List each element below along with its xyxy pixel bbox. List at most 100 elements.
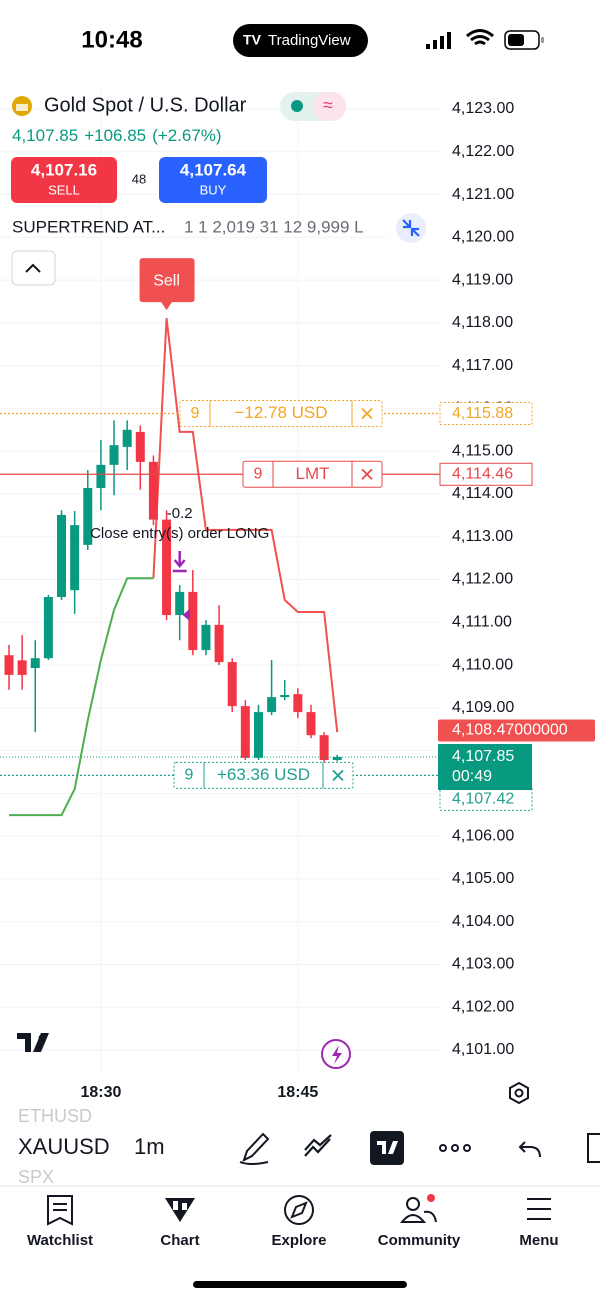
y-tick-label: 4,123.00: [452, 100, 514, 117]
order-close[interactable]: [332, 769, 344, 782]
tab-label[interactable]: Menu: [519, 1232, 558, 1249]
x-tick-label: 18:30: [80, 1084, 121, 1101]
battery-icon: [504, 30, 540, 50]
y-tick-label: 4,112.00: [452, 571, 513, 588]
explore-needle: [290, 1201, 308, 1219]
annotation: -0.2: [167, 505, 193, 522]
more-button[interactable]: [439, 1144, 471, 1152]
settings-button[interactable]: [509, 1081, 529, 1105]
y-tick-label: 4,119.00: [452, 271, 513, 288]
undo-button[interactable]: [518, 1141, 541, 1158]
order-close[interactable]: [361, 407, 373, 420]
price-tag: [439, 462, 533, 486]
indicator-params: 1 1 2,019 31 12 9,999 L: [184, 217, 364, 236]
price-tag-label: 4,107.42: [452, 791, 514, 808]
tab-label[interactable]: Explore: [271, 1232, 326, 1249]
supertrend-line: [9, 577, 154, 817]
y-tick-label: 4,122.00: [452, 143, 514, 160]
indicator-name[interactable]: SUPERTREND AT...: [12, 217, 165, 236]
y-tick-label: 4,101.00: [452, 1041, 514, 1058]
y-tick-label: 4,106.00: [452, 827, 514, 844]
current-symbol[interactable]: XAUUSD: [18, 1134, 110, 1159]
supertrend-flip: [152, 318, 168, 579]
tab-label[interactable]: Community: [378, 1232, 461, 1249]
tv-button[interactable]: [370, 1131, 404, 1165]
y-tick-label: 4,102.00: [452, 998, 514, 1015]
candle-body: [30, 658, 40, 669]
indicator-icon: [402, 219, 420, 237]
supertrend-line: [165, 318, 339, 733]
candle-body: [240, 706, 250, 758]
y-tick-label: 4,115.00: [452, 442, 513, 459]
battery-tip: [541, 37, 544, 43]
candle-body: [175, 591, 185, 616]
order-box: [242, 460, 383, 488]
candle-body: [306, 712, 316, 736]
y-tick-label: 4,109.00: [452, 699, 514, 716]
buy-button[interactable]: [159, 157, 267, 203]
candle-body: [253, 712, 263, 758]
clock: 10:48: [81, 26, 142, 53]
order-box: [179, 400, 383, 428]
collapse-button[interactable]: [11, 250, 56, 286]
symbol-icon-bar: [16, 104, 28, 111]
candle-body: [162, 519, 172, 616]
countdown-label: 00:49: [452, 768, 492, 785]
candle-body: [109, 445, 119, 465]
watchlist-icon: [47, 1195, 73, 1226]
app-name: TradingView: [268, 32, 351, 49]
symbol-name[interactable]: Gold Spot / U.S. Dollar: [44, 94, 247, 116]
buy-price: 4,107.64: [180, 160, 247, 179]
prev-symbol[interactable]: ETHUSD: [18, 1106, 92, 1126]
chart-icon-candle: [173, 1201, 178, 1210]
order-text: +63.36 USD: [217, 765, 310, 784]
buy-label: BUY: [200, 182, 227, 197]
flash-icon: [332, 1045, 342, 1064]
collapse-icon: [25, 263, 41, 273]
wifi-icon: [466, 29, 494, 46]
tv-watermark-dot: [38, 1034, 46, 1042]
order-qty: 9: [254, 465, 263, 482]
candle-body: [96, 464, 106, 488]
interval[interactable]: 1m: [134, 1134, 165, 1159]
tab-label[interactable]: Chart: [160, 1232, 199, 1249]
order-text: −12.78 USD: [234, 403, 327, 422]
candle-body: [17, 660, 27, 675]
y-tick-label: 4,114.00: [452, 485, 513, 502]
battery-level: [508, 34, 524, 46]
delayed-icon: ≈: [323, 95, 333, 115]
x-tick-label: 18:45: [277, 1084, 318, 1101]
y-tick-label: 4,120.00: [452, 229, 514, 246]
candle-body: [148, 461, 158, 520]
exit-marker: [182, 609, 190, 621]
cursor-price-box: [438, 719, 595, 742]
y-tick-label: 4,113.00: [452, 528, 513, 545]
sell-button[interactable]: [11, 157, 117, 203]
sell-label: SELL: [48, 182, 80, 197]
y-tick-label: 4,105.00: [452, 870, 514, 887]
signal-icon: [426, 32, 451, 49]
partial-button[interactable]: [587, 1133, 600, 1163]
order-text: LMT: [296, 464, 330, 483]
y-tick-label: 4,104.00: [452, 913, 514, 930]
price-tag: [439, 402, 533, 426]
order-close[interactable]: [361, 468, 373, 480]
candle-body: [214, 624, 224, 663]
indicators-tool[interactable]: [304, 1134, 332, 1157]
tab-label[interactable]: Watchlist: [27, 1232, 93, 1249]
cursor-price-label: 4,108.47000000: [452, 722, 568, 739]
community-body: [399, 1210, 437, 1223]
candle-body: [70, 525, 80, 591]
candle-body: [280, 694, 290, 698]
flash-button[interactable]: [321, 1039, 351, 1069]
change-pct: (+2.67%): [152, 126, 221, 145]
last-price-label: 4,107.85: [452, 748, 514, 765]
order-qty: 9: [191, 405, 200, 422]
community-icon: [406, 1197, 420, 1211]
order-box: [173, 761, 354, 789]
community-badge: [427, 1194, 435, 1202]
y-tick-label: 4,118.00: [452, 314, 513, 331]
app-logo: TV: [243, 32, 262, 48]
next-symbol[interactable]: SPX: [18, 1167, 54, 1187]
draw-tool[interactable]: [239, 1132, 270, 1165]
